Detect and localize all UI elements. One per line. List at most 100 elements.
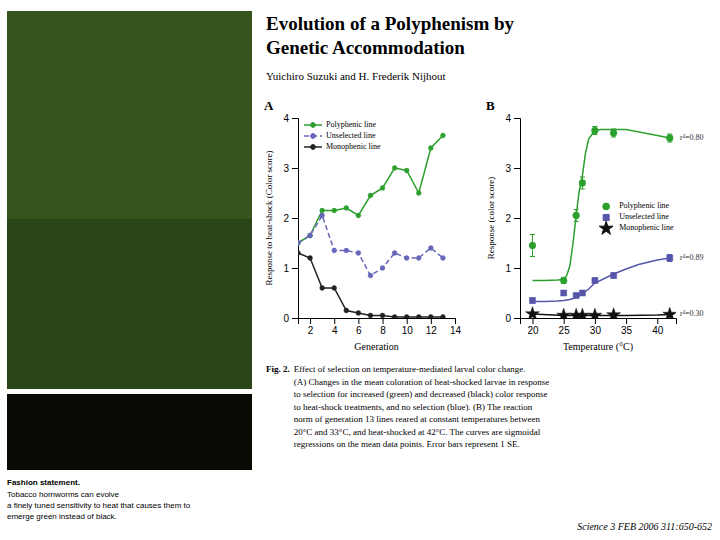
point (416, 191, 421, 196)
tick-label: 35 (621, 325, 633, 336)
point (666, 135, 673, 142)
point (610, 130, 617, 137)
tick-mark (292, 268, 298, 269)
point (368, 313, 373, 318)
tick-label: 0 (283, 313, 289, 324)
point (332, 248, 337, 253)
tick: 40 (652, 318, 664, 336)
tick-mark (383, 318, 384, 324)
point (380, 186, 385, 191)
plot-area (526, 127, 676, 319)
point (560, 277, 567, 284)
tick-label: 3 (505, 163, 511, 174)
caption-line: norm of generation 13 lines reared at co… (294, 414, 541, 424)
error-bar (667, 255, 672, 262)
axis-line (292, 119, 299, 319)
point (591, 127, 598, 134)
panel-label: A (264, 98, 274, 113)
point (416, 315, 421, 318)
panel-texts: GenerationResponse to heat-shock (Color … (264, 98, 399, 352)
caption-line: regressions on the mean data points. Err… (294, 439, 520, 449)
tick-mark (514, 268, 520, 269)
x-axis-title: Temperature (°C) (563, 341, 633, 353)
point (529, 242, 536, 249)
point (529, 298, 535, 304)
page: Fashion statement.Tobacco hornworms can … (0, 0, 720, 540)
point (667, 255, 673, 261)
tick-mark (595, 318, 596, 324)
legend-swatch (599, 221, 613, 234)
legend-label: Unselected line (326, 131, 376, 140)
point (356, 213, 361, 218)
tick: 10 (402, 318, 414, 336)
series (532, 258, 669, 302)
caption-line: 20°C and 33°C, and heat-shocked at 42°C.… (294, 427, 541, 437)
point (380, 313, 385, 318)
error-bar (574, 294, 579, 298)
error-bar (580, 291, 585, 295)
tick-mark (292, 318, 298, 319)
point (320, 208, 325, 213)
point (607, 308, 621, 318)
line (532, 258, 669, 302)
tick-mark (514, 118, 520, 119)
y-axis: 01234 (505, 113, 520, 324)
panel: 202530354001234r²=0.80r²=0.89r²=0.30Temp… (486, 98, 704, 353)
point (428, 315, 433, 318)
point (573, 293, 579, 299)
tick-label: 4 (332, 325, 338, 336)
tick-label: 14 (450, 325, 462, 336)
point (344, 248, 349, 253)
point (561, 290, 567, 296)
tick-label: 1 (505, 263, 511, 274)
tick: 2 (283, 213, 298, 224)
y-axis: 01234 (283, 113, 298, 324)
photo-caption-line: a finely tuned sensitivity to heat that … (7, 501, 191, 510)
legend-label: Monophenic line (619, 223, 674, 232)
point (308, 256, 313, 261)
photos (7, 11, 252, 470)
title: Evolution of a Polyphenism by (266, 13, 515, 34)
point (404, 168, 409, 173)
point (298, 241, 300, 246)
point (416, 256, 421, 261)
error-bar (592, 278, 597, 283)
line (532, 130, 669, 281)
annotation: r²=0.30 (680, 309, 704, 318)
photo-caption-line: Tobacco hornworms can evolve (7, 490, 120, 499)
point (298, 251, 300, 256)
caption-line: to heat-shock treatments, and no selecti… (294, 402, 533, 412)
tick: 4 (505, 113, 520, 124)
tick-mark (514, 168, 520, 169)
title: Genetic Accommodation (266, 37, 465, 58)
point (344, 206, 349, 211)
legend-label: Polyphenic line (326, 120, 376, 129)
series (532, 130, 669, 281)
panel: 246810121401234GenerationResponse to hea… (264, 98, 461, 352)
x-axis: 2025303540 (521, 318, 677, 336)
y-axis-title: Response (color score) (486, 177, 496, 259)
point (368, 193, 373, 198)
plot-area (298, 133, 445, 318)
tick-mark (514, 318, 520, 319)
legend-entry: Unselected line (304, 131, 376, 140)
series (298, 133, 445, 245)
error-bar (667, 134, 672, 142)
legend-swatch (311, 134, 316, 139)
photo-caption-line: emerge green instead of black. (7, 512, 117, 521)
tick: 6 (356, 318, 362, 336)
legend-entry: Monophenic line (599, 221, 674, 234)
tick-mark (431, 318, 432, 324)
error-bar (580, 177, 585, 189)
panel-label: B (486, 98, 495, 113)
point (663, 307, 676, 318)
x-axis: 2468101214 (299, 318, 462, 336)
point (404, 315, 409, 318)
annotation: r²=0.89 (680, 253, 704, 262)
tick-mark (292, 118, 298, 119)
tick: 3 (283, 163, 298, 174)
tick-label: 4 (283, 113, 289, 124)
series (532, 314, 669, 316)
error-bar (561, 291, 566, 295)
point (308, 233, 313, 238)
